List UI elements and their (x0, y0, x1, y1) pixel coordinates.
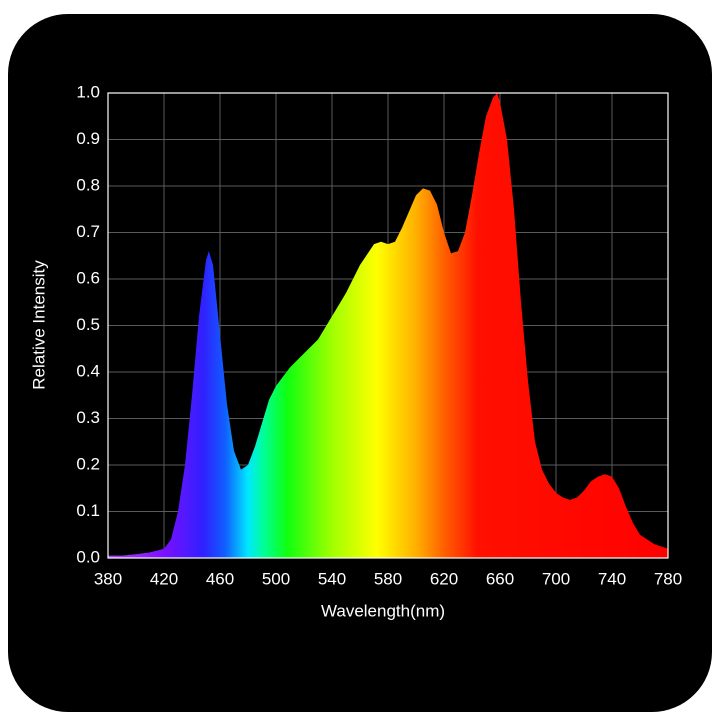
x-tick-label: 540 (318, 569, 346, 588)
y-axis-label: Relative Intensity (29, 260, 48, 390)
x-tick-label: 460 (206, 569, 234, 588)
plot (108, 93, 668, 558)
x-tick-label: 420 (150, 569, 178, 588)
x-axis-label: Wavelength(nm) (321, 601, 445, 620)
x-tick-label: 700 (542, 569, 570, 588)
y-tick-label: 0.1 (76, 501, 100, 520)
y-tick-label: 0.2 (76, 454, 100, 473)
spectrum-area (108, 93, 668, 558)
y-tick-label: 0.4 (76, 361, 100, 380)
x-tick-label: 380 (94, 569, 122, 588)
y-tick-label: 0.9 (76, 129, 100, 148)
plot-frame (107, 92, 669, 559)
y-tick-label: 0.0 (76, 547, 100, 566)
x-tick-label: 580 (374, 569, 402, 588)
y-tick-label: 0.3 (76, 408, 100, 427)
x-tick-label: 660 (486, 569, 514, 588)
x-tick-label: 780 (654, 569, 682, 588)
y-tick-label: 0.7 (76, 222, 100, 241)
y-tick-label: 0.6 (76, 268, 100, 287)
y-tick-label: 0.8 (76, 175, 100, 194)
x-tick-label: 620 (430, 569, 458, 588)
y-tick-label: 0.5 (76, 315, 100, 334)
x-tick-label: 740 (598, 569, 626, 588)
x-tick-label: 500 (262, 569, 290, 588)
y-tick-label: 1.0 (76, 82, 100, 101)
